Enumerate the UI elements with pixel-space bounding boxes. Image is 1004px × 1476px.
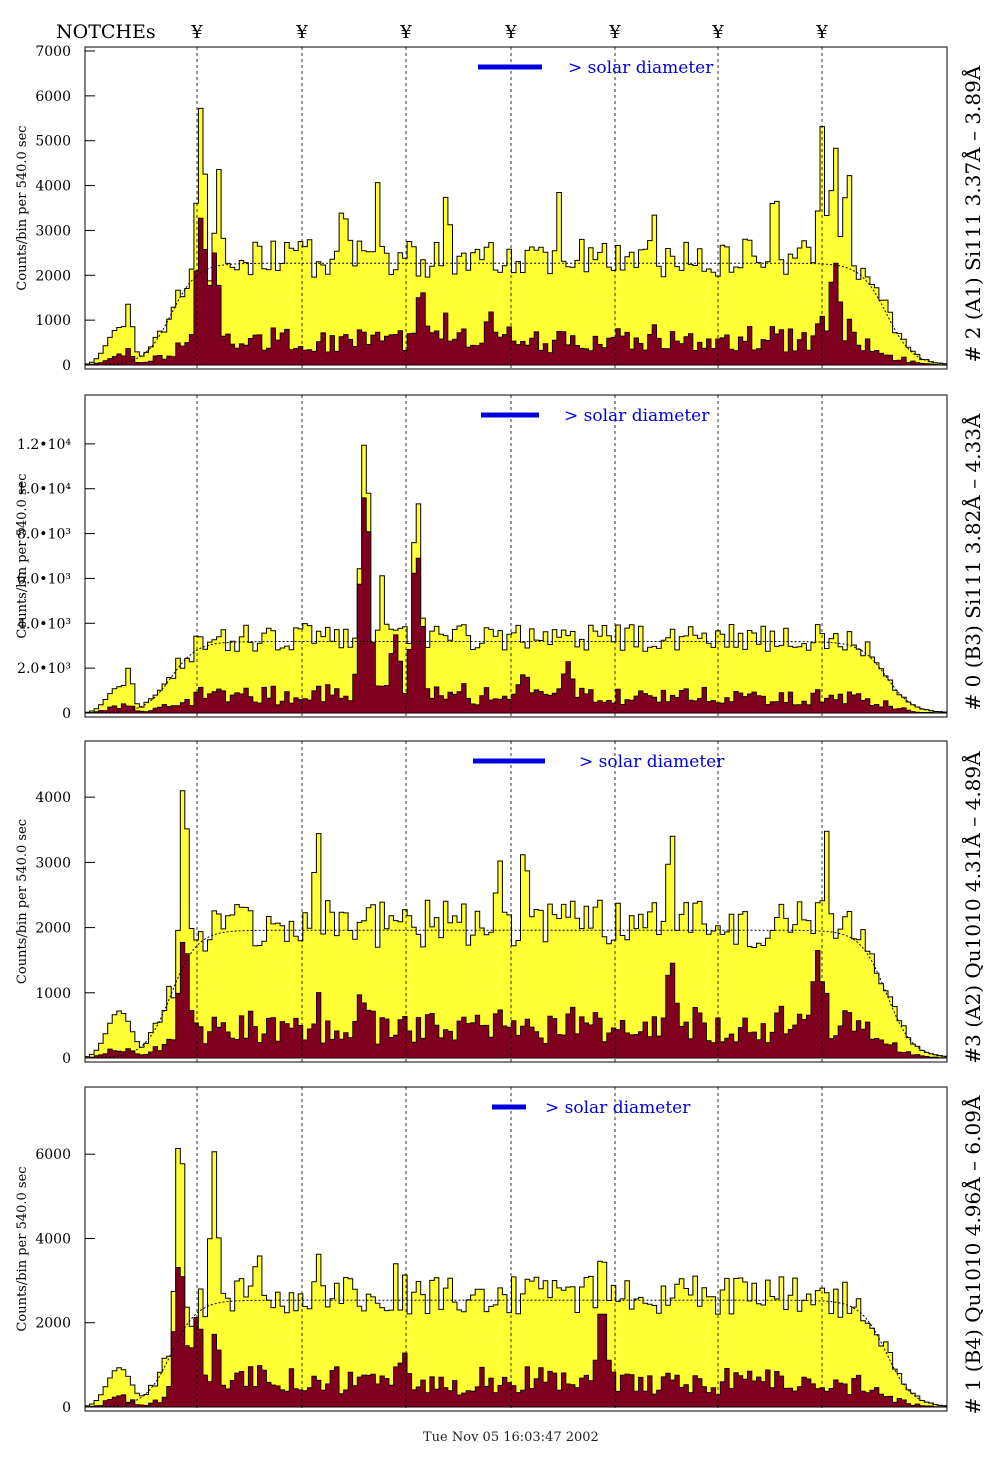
y-tick-label: 5000	[35, 134, 71, 150]
histogram-total	[84, 790, 948, 1059]
footer-timestamp: Tue Nov 05 16:03:47 2002	[423, 1430, 599, 1445]
smoothed-curve	[85, 929, 948, 1059]
y-tick-label: 0	[62, 706, 71, 722]
histogram-total	[84, 1148, 948, 1408]
panel-title: # 2 (A1) Si111 3.37Å – 3.89Å	[960, 65, 985, 362]
y-tick-label: 2000	[35, 1316, 71, 1332]
y-axis-label: Counts/bin per 540.0 sec	[15, 125, 30, 290]
notch-symbol-4: ¥	[504, 22, 517, 43]
legend-label: > solar diameter	[564, 406, 710, 426]
y-tick-label: 2000	[35, 921, 71, 937]
notch-symbol-6: ¥	[711, 22, 724, 43]
y-axis-label: Counts/bin per 540.0 sec	[15, 1166, 30, 1331]
y-tick-label: 6.0•10³	[17, 571, 71, 587]
histogram-total	[84, 107, 948, 366]
histogram-subset	[84, 941, 948, 1059]
notch-symbol-5: ¥	[608, 22, 621, 43]
y-tick-label: 4000	[35, 179, 71, 195]
panel-title: #3 (A2) Qu1010 4.31Å – 4.89Å	[960, 751, 985, 1064]
notch-symbol-2: ¥	[295, 22, 308, 43]
notch-symbol-7: ¥	[815, 22, 828, 43]
panel-title: # 1 (B4) Qu1010 4.96Å – 6.09Å	[960, 1095, 985, 1414]
histogram-subset	[84, 217, 948, 366]
y-tick-label: 1.2•10⁴	[17, 437, 71, 453]
panel-title: # 0 (B3) Si111 3.82Å – 4.33Å	[960, 413, 985, 710]
y-tick-label: 4.0•10³	[17, 616, 71, 632]
y-tick-label: 0	[62, 1051, 71, 1067]
legend-label: > solar diameter	[579, 752, 725, 772]
y-tick-label: 0	[62, 358, 71, 374]
legend-label: > solar diameter	[545, 1098, 691, 1118]
chart-panel-1: 0 1000 2000 3000 4000 5000 6000 7000 Counts/bin …	[15, 44, 985, 374]
plot-frame	[84, 46, 948, 370]
plot-frame	[84, 1086, 948, 1412]
chart-panel-3: 0 1000 2000 3000 4000 Counts/bin per 540.0 se…	[15, 740, 985, 1067]
y-tick-label: 6000	[35, 1147, 71, 1163]
notch-marks: ¥ ¥ ¥ ¥ ¥ ¥ ¥	[190, 22, 828, 43]
y-tick-label: 3000	[35, 855, 71, 871]
histogram-subset	[84, 497, 948, 714]
chart-panels: 0 1000 2000 3000 4000 5000 6000 7000 Counts/bin …	[15, 44, 985, 1416]
y-axis-label: Counts/bin per 540.0 sec	[15, 819, 30, 984]
smoothed-curve	[84, 262, 948, 366]
smoothed-curve	[85, 641, 948, 714]
notch-symbol-3: ¥	[399, 22, 412, 43]
y-tick-label: 8.0•10³	[17, 527, 71, 543]
chart-panel-4: 0 2000 4000 6000 Counts/bin per 540.0 sec # 1…	[15, 1086, 985, 1416]
y-tick-label: 3000	[35, 223, 71, 239]
notch-symbol-1: ¥	[190, 22, 203, 43]
histogram-total	[84, 444, 948, 714]
y-tick-label: 1000	[35, 313, 71, 329]
y-tick-label: 4000	[35, 1231, 71, 1247]
y-tick-label: 4000	[35, 790, 71, 806]
y-axis-label: Counts/bin per 540.0 sec	[15, 473, 30, 638]
plot-frame	[84, 394, 948, 718]
y-tick-label: 7000	[35, 44, 71, 60]
smoothed-curve	[84, 1299, 948, 1408]
chart-panel-2: 0 2.0•10³ 4.0•10³ 6.0•10³ 8.0•10³ 1.0•10⁴ 1.2•…	[15, 394, 985, 722]
notches-label: NOTCHEs	[56, 21, 156, 43]
legend-label: > solar diameter	[568, 58, 714, 78]
y-tick-label: 2000	[35, 268, 71, 284]
y-tick-label: 6000	[35, 89, 71, 105]
y-tick-label: 1.0•10⁴	[17, 482, 71, 498]
histogram-subset	[84, 1267, 948, 1408]
plot-frame	[84, 740, 948, 1063]
y-tick-label: 1000	[35, 986, 71, 1002]
y-tick-label: 2.0•10³	[17, 661, 71, 677]
y-tick-label: 0	[62, 1400, 71, 1416]
